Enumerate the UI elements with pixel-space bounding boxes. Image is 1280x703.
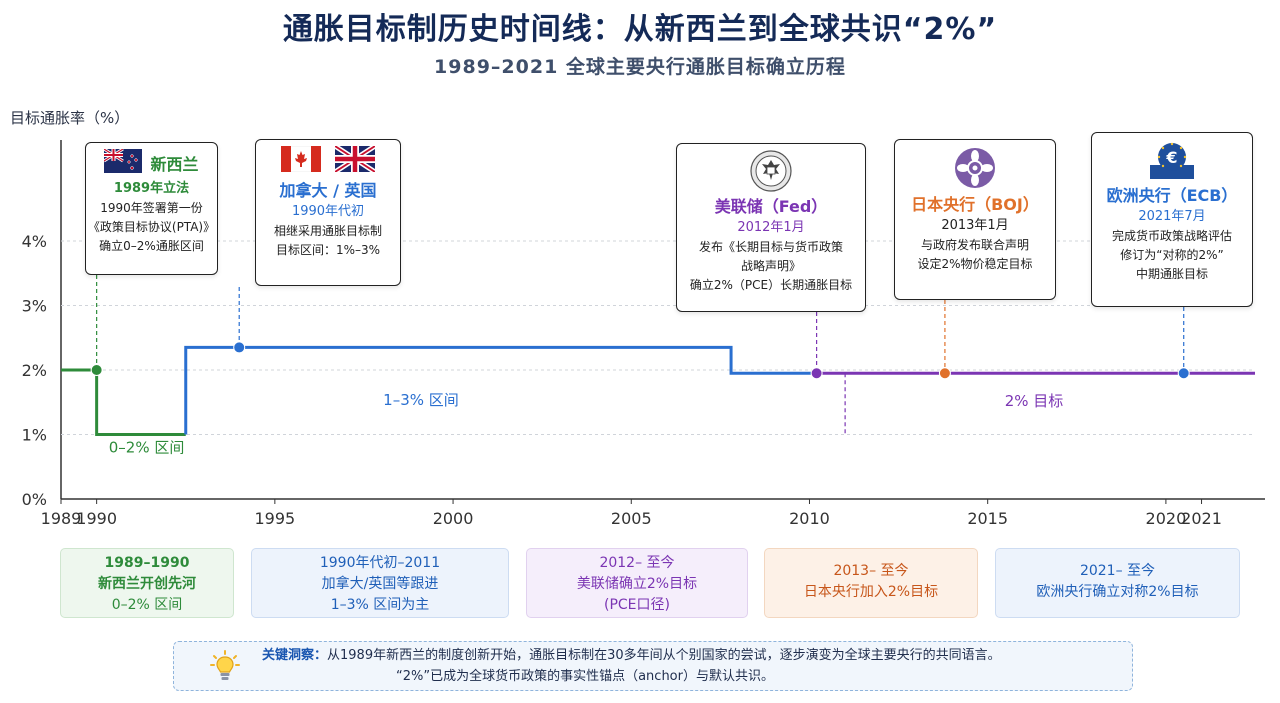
card-ca-uk-name: 加拿大 / 英国 xyxy=(279,181,377,200)
period-band-boj: 2013– 至今 日本央行加入2%目标 xyxy=(764,548,978,618)
x-tick-label: 2020 xyxy=(1146,509,1187,528)
event-marker xyxy=(938,367,951,380)
card-ca-uk-date: 1990年代初 xyxy=(291,204,365,219)
card-fed-line: 发布《长期目标与货币政策 xyxy=(698,240,843,254)
boj-emblem-icon xyxy=(953,146,997,192)
insight-line-2: “2%”已成为全球货币政策的事实性锚点（anchor）与默认共识。 xyxy=(396,669,774,684)
card-boj: 日本央行（BOJ） 2013年1月 与政府发布联合声明 设定2%物价稳定目标 xyxy=(894,139,1056,300)
band-line: 日本央行加入2%目标 xyxy=(803,584,939,600)
card-fed: 美联储（Fed） 2012年1月 发布《长期目标与货币政策 战略声明》 确立2%… xyxy=(676,143,866,312)
card-nz-line: 《政策目标协议(PTA)》 xyxy=(87,220,216,234)
band-line: 2013– 至今 xyxy=(833,563,909,579)
y-tick-label: 1% xyxy=(22,426,47,445)
period-band-nz: 1989–1990 新西兰开创先河 0–2% 区间 xyxy=(60,548,234,618)
card-fed-line: 确立2%（PCE）长期通胀目标 xyxy=(689,278,853,292)
x-tick-label: 1995 xyxy=(254,509,295,528)
card-fed-line: 战略声明》 xyxy=(740,259,801,273)
canada-flag-icon xyxy=(280,145,322,178)
y-tick-label: 2% xyxy=(22,361,47,380)
card-boj-line: 与政府发布联合声明 xyxy=(920,238,1029,252)
event-marker xyxy=(810,367,823,380)
y-tick-label: 3% xyxy=(22,297,47,316)
x-tick-label: 2015 xyxy=(967,509,1008,528)
x-tick-label: 2000 xyxy=(433,509,474,528)
period-band-ecb: 2021– 至今 欧洲央行确立对称2%目标 xyxy=(995,548,1240,618)
uk-flag-icon xyxy=(333,143,377,178)
card-ecb-line: 修订为“对称的2%” xyxy=(1120,248,1224,262)
insight-box: 关键洞察：从1989年新西兰的制度创新开始，通胀目标制在30多年间从个别国家的尝… xyxy=(173,641,1133,691)
card-ecb: € 欧洲央行（ECB） 2021年7月 完成货币政策战略评估 修订为“对称的2%… xyxy=(1091,132,1253,307)
event-marker xyxy=(1177,367,1190,380)
card-ca-uk-line: 相继采用通胀目标制 xyxy=(273,224,382,238)
event-marker xyxy=(233,341,246,354)
range-annotation: 0–2% 区间 xyxy=(109,439,185,457)
page-title: 通胀目标制历史时间线：从新西兰到全球共识“2%” xyxy=(282,12,998,47)
series-line-1 xyxy=(184,345,817,435)
card-nz-line: 1990年签署第一份 xyxy=(100,201,203,215)
event-marker xyxy=(90,364,103,376)
band-line: 新西兰开创先河 xyxy=(98,576,196,592)
card-ca-uk-line: 目标区间：1%–3% xyxy=(275,243,381,257)
euro-icon: € xyxy=(1148,139,1196,183)
range-annotation: 1–3% 区间 xyxy=(383,391,459,409)
insight-label: 关键洞察： xyxy=(262,648,328,663)
band-line: 欧洲央行确立对称2%目标 xyxy=(1036,584,1199,600)
page-subtitle: 1989–2021 全球主要央行通胀目标确立历程 xyxy=(434,56,846,78)
band-line: 1–3% 区间为主 xyxy=(330,597,430,613)
band-line: 2012– 至今 xyxy=(599,555,675,571)
range-annotation: 2% 目标 xyxy=(1005,392,1064,410)
card-fed-date: 2012年1月 xyxy=(737,220,805,235)
band-line: 1989–1990 xyxy=(104,555,190,571)
card-ecb-date: 2021年7月 xyxy=(1138,209,1206,224)
period-band-fed: 2012– 至今 美联储确立2%目标 (PCE口径) xyxy=(526,548,748,618)
x-tick-label: 2021 xyxy=(1181,509,1222,528)
series-line-0 xyxy=(61,368,186,436)
insight-line-1: 关键洞察：从1989年新西兰的制度创新开始，通胀目标制在30多年间从个别国家的尝… xyxy=(262,645,1001,667)
x-tick-label: 2005 xyxy=(611,509,652,528)
period-band-ca-uk: 1990年代初–2011 加拿大/英国等跟进 1–3% 区间为主 xyxy=(251,548,509,618)
card-nz-line: 确立0–2%通胀区间 xyxy=(99,239,204,253)
card-ecb-name: 欧洲央行（ECB） xyxy=(1106,186,1238,205)
card-boj-line: 设定2%物价稳定目标 xyxy=(917,257,1033,271)
svg-text:€: € xyxy=(1165,148,1177,167)
new-zealand-flag-icon xyxy=(103,147,143,179)
band-line: (PCE口径) xyxy=(604,597,670,613)
card-canada-uk: 加拿大 / 英国 1990年代初 相继采用通胀目标制 目标区间：1%–3% xyxy=(255,139,401,286)
card-nz-date: 1989年立法 xyxy=(113,181,190,196)
y-tick-label: 0% xyxy=(22,490,47,509)
band-line: 0–2% 区间 xyxy=(111,597,183,613)
card-nz-name: 新西兰 xyxy=(150,155,199,174)
x-tick-label: 1989 xyxy=(41,509,82,528)
card-new-zealand: 新西兰 1989年立法 1990年签署第一份 《政策目标协议(PTA)》 确立0… xyxy=(85,142,218,275)
card-ecb-line: 完成货币政策战略评估 xyxy=(1111,229,1232,243)
band-line: 美联储确立2%目标 xyxy=(576,576,698,592)
band-line: 1990年代初–2011 xyxy=(319,555,441,571)
card-fed-name: 美联储（Fed） xyxy=(714,197,828,216)
y-axis-title: 目标通胀率（%） xyxy=(10,109,130,127)
x-tick-label: 2010 xyxy=(789,509,830,528)
band-line: 2021– 至今 xyxy=(1079,563,1156,579)
card-ecb-line: 中期通胀目标 xyxy=(1135,267,1208,281)
y-tick-label: 4% xyxy=(22,232,47,251)
x-tick-label: 1990 xyxy=(76,509,117,528)
lightbulb-icon xyxy=(210,650,240,692)
card-boj-name: 日本央行（BOJ） xyxy=(911,195,1039,214)
band-line: 加拿大/英国等跟进 xyxy=(321,576,439,592)
insight-text-1: 从1989年新西兰的制度创新开始，通胀目标制在30多年间从个别国家的尝试，逐步演… xyxy=(327,648,1001,663)
fed-seal-icon xyxy=(750,150,792,194)
card-boj-date: 2013年1月 xyxy=(941,218,1009,233)
